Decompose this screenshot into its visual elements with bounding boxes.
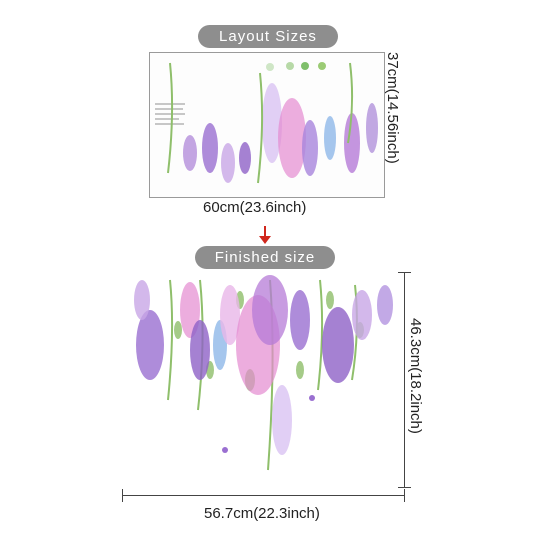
finished-width-cap-right <box>404 489 405 502</box>
layout-sheet-artwork <box>155 62 378 184</box>
finished-height-bar <box>404 272 405 488</box>
finished-height-cap-bottom <box>398 487 411 488</box>
finished-height-cap-top <box>398 272 411 273</box>
layout-height-label: 37cm(14.56inch) <box>384 52 401 164</box>
finished-width-label: 56.7cm(22.3inch) <box>204 505 320 522</box>
finished-size-title: Finished size <box>195 246 335 269</box>
layout-sizes-title: Layout Sizes <box>198 25 338 48</box>
layout-sheet <box>149 52 385 198</box>
badge-icon <box>286 62 294 70</box>
vines <box>167 62 354 184</box>
finished-width-cap-left <box>122 489 123 502</box>
finished-width-bar <box>122 495 405 496</box>
badge-icon <box>318 62 326 70</box>
layout-width-label: 60cm(23.6inch) <box>203 199 307 216</box>
butterfly-icon <box>309 395 315 401</box>
instruction-lines <box>155 103 185 125</box>
wisteria-clusters-small <box>183 83 378 183</box>
wisteria-clusters-large <box>134 275 393 471</box>
finished-size-title-text: Finished size <box>214 249 316 266</box>
badge-icon <box>266 63 274 71</box>
finished-height-label: 46.3cm(18.2inch) <box>407 318 424 434</box>
badge-icon <box>301 62 309 70</box>
butterfly-icon <box>222 447 228 453</box>
layout-sizes-title-text: Layout Sizes <box>219 28 317 45</box>
